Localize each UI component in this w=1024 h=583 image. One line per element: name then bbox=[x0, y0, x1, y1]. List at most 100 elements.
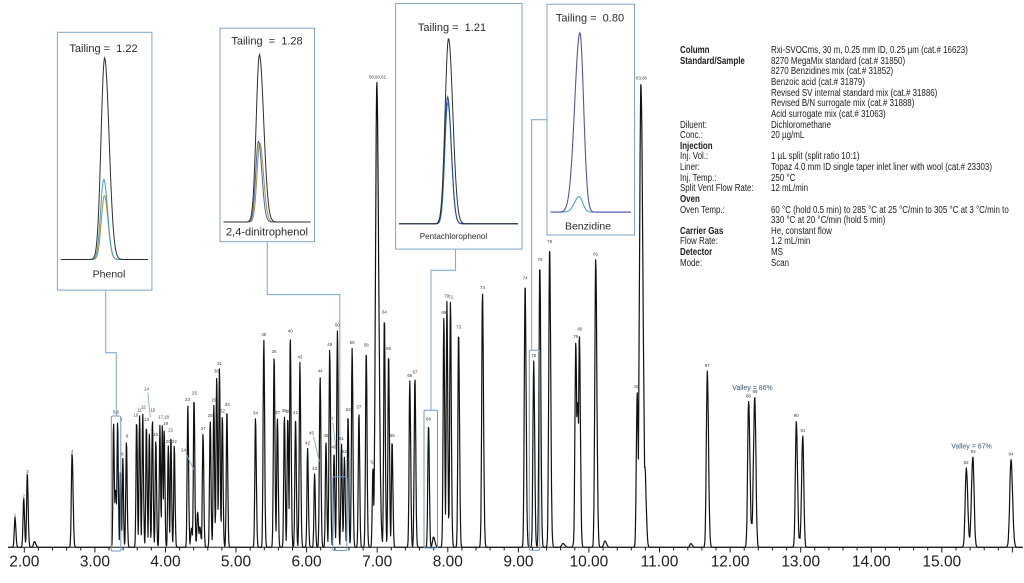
svg-text:74: 74 bbox=[523, 275, 528, 280]
svg-text:10: 10 bbox=[133, 412, 138, 417]
svg-text:36: 36 bbox=[272, 349, 277, 354]
svg-text:7.00: 7.00 bbox=[362, 554, 393, 571]
svg-text:91: 91 bbox=[801, 428, 806, 433]
svg-text:2,4-dinitrophenol: 2,4-dinitrophenol bbox=[226, 227, 308, 239]
svg-text:42: 42 bbox=[305, 440, 310, 445]
svg-text:Phenol: Phenol bbox=[93, 269, 126, 281]
svg-text:49: 49 bbox=[332, 444, 337, 449]
svg-text:21: 21 bbox=[168, 427, 173, 432]
svg-text:4.00: 4.00 bbox=[150, 554, 181, 571]
svg-text:40: 40 bbox=[288, 328, 293, 333]
svg-text:29: 29 bbox=[212, 397, 217, 402]
svg-text:92: 92 bbox=[964, 460, 969, 465]
svg-text:6.00: 6.00 bbox=[292, 554, 323, 571]
svg-text:79: 79 bbox=[573, 334, 578, 339]
svg-text:46: 46 bbox=[324, 433, 329, 438]
svg-text:3: 3 bbox=[26, 469, 29, 474]
svg-text:Tailing = 0.80: Tailing = 0.80 bbox=[556, 13, 624, 25]
svg-text:76: 76 bbox=[538, 257, 543, 262]
svg-text:67: 67 bbox=[412, 369, 417, 374]
svg-text:75: 75 bbox=[531, 353, 536, 358]
svg-text:9: 9 bbox=[126, 434, 129, 439]
svg-text:45: 45 bbox=[309, 431, 314, 436]
svg-text:27: 27 bbox=[201, 426, 206, 431]
svg-text:47: 47 bbox=[329, 417, 334, 422]
svg-text:48: 48 bbox=[327, 342, 332, 347]
svg-text:82: 82 bbox=[634, 384, 639, 389]
svg-text:Benzidine: Benzidine bbox=[565, 221, 611, 233]
svg-text:5,6: 5,6 bbox=[113, 409, 120, 414]
svg-text:Tailing = 1.21: Tailing = 1.21 bbox=[418, 22, 486, 34]
svg-text:30: 30 bbox=[214, 368, 219, 373]
svg-text:12: 12 bbox=[141, 404, 146, 409]
svg-text:15: 15 bbox=[150, 407, 155, 412]
svg-text:80: 80 bbox=[577, 326, 582, 331]
svg-text:32: 32 bbox=[220, 408, 225, 413]
svg-text:2: 2 bbox=[22, 493, 25, 498]
svg-text:8: 8 bbox=[121, 451, 124, 456]
svg-text:55: 55 bbox=[350, 340, 355, 345]
svg-text:41: 41 bbox=[293, 410, 298, 415]
svg-text:58,60,61: 58,60,61 bbox=[369, 74, 387, 79]
svg-text:74: 74 bbox=[480, 285, 485, 290]
svg-text:65: 65 bbox=[386, 346, 391, 351]
svg-text:83,86: 83,86 bbox=[636, 75, 648, 80]
svg-text:Tailing = 1.22: Tailing = 1.22 bbox=[69, 43, 137, 55]
svg-text:Tailing = 1.28: Tailing = 1.28 bbox=[231, 36, 302, 48]
svg-text:35: 35 bbox=[261, 332, 266, 337]
svg-text:13: 13 bbox=[144, 417, 149, 422]
svg-text:5.00: 5.00 bbox=[221, 554, 252, 571]
svg-text:90: 90 bbox=[794, 413, 799, 418]
svg-text:39: 39 bbox=[286, 409, 291, 414]
svg-text:11.00: 11.00 bbox=[641, 554, 679, 571]
svg-text:15.00: 15.00 bbox=[922, 554, 961, 571]
svg-text:28: 28 bbox=[208, 413, 213, 418]
svg-text:13.00: 13.00 bbox=[781, 554, 820, 571]
svg-text:66: 66 bbox=[407, 373, 412, 378]
svg-text:93: 93 bbox=[971, 449, 976, 454]
svg-text:44: 44 bbox=[318, 368, 323, 373]
svg-text:24: 24 bbox=[181, 448, 186, 453]
svg-text:3.00: 3.00 bbox=[80, 554, 111, 571]
svg-text:19: 19 bbox=[163, 421, 168, 426]
svg-text:43: 43 bbox=[297, 354, 302, 359]
svg-text:1: 1 bbox=[14, 512, 17, 517]
svg-text:Valley = 86%: Valley = 86% bbox=[732, 385, 773, 392]
svg-text:Pentachlorophenol: Pentachlorophenol bbox=[420, 232, 488, 241]
svg-text:31: 31 bbox=[217, 361, 222, 366]
svg-text:88: 88 bbox=[746, 393, 751, 398]
svg-text:20,22: 20,22 bbox=[166, 439, 178, 444]
svg-text:89: 89 bbox=[753, 389, 758, 394]
svg-text:17,18: 17,18 bbox=[158, 414, 170, 419]
svg-text:58: 58 bbox=[364, 342, 369, 347]
svg-text:94: 94 bbox=[1009, 451, 1014, 456]
svg-text:34: 34 bbox=[253, 410, 258, 415]
svg-text:87: 87 bbox=[705, 363, 710, 368]
svg-text:14: 14 bbox=[144, 387, 149, 392]
svg-text:2.00: 2.00 bbox=[9, 554, 40, 571]
svg-text:16: 16 bbox=[153, 432, 158, 437]
svg-text:9.00: 9.00 bbox=[503, 554, 534, 571]
svg-text:7: 7 bbox=[120, 417, 123, 422]
svg-text:8.00: 8.00 bbox=[433, 554, 464, 571]
svg-text:11: 11 bbox=[137, 407, 142, 412]
svg-text:23: 23 bbox=[185, 397, 190, 402]
svg-text:12.00: 12.00 bbox=[711, 554, 750, 571]
svg-text:71: 71 bbox=[448, 294, 453, 299]
svg-text:37: 37 bbox=[275, 410, 280, 415]
svg-text:43: 43 bbox=[312, 466, 317, 471]
svg-text:64: 64 bbox=[382, 309, 387, 314]
svg-text:53: 53 bbox=[346, 407, 351, 412]
svg-text:78: 78 bbox=[547, 239, 552, 244]
svg-text:57: 57 bbox=[356, 404, 361, 409]
svg-text:4: 4 bbox=[71, 449, 74, 454]
svg-text:62: 62 bbox=[370, 459, 375, 464]
svg-text:69: 69 bbox=[441, 310, 446, 315]
svg-text:10.00: 10.00 bbox=[570, 554, 609, 571]
svg-text:51: 51 bbox=[339, 436, 344, 441]
svg-text:14.00: 14.00 bbox=[852, 554, 891, 571]
svg-text:81: 81 bbox=[593, 251, 598, 256]
svg-text:70: 70 bbox=[444, 293, 449, 298]
svg-text:68: 68 bbox=[426, 416, 431, 421]
svg-text:25: 25 bbox=[192, 390, 197, 395]
